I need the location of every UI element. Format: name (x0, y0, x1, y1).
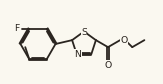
Text: N: N (74, 50, 81, 59)
Text: F: F (15, 24, 20, 33)
Text: O: O (120, 36, 128, 45)
Text: O: O (104, 61, 112, 70)
Text: S: S (81, 28, 87, 37)
